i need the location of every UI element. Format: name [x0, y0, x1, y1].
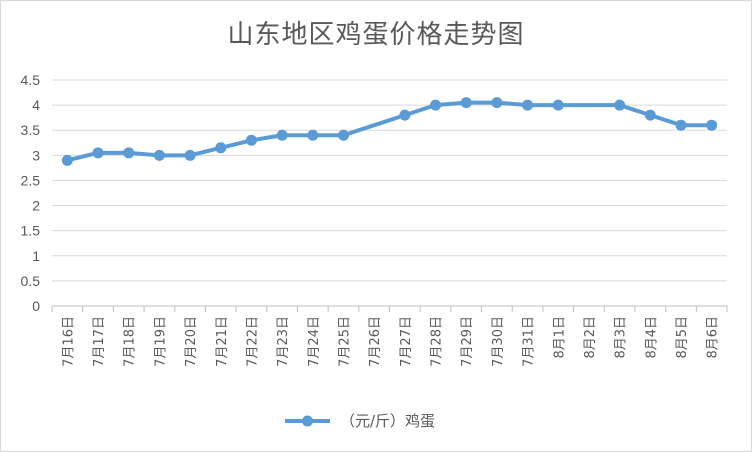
data-point — [61, 154, 73, 166]
data-point — [706, 119, 718, 131]
x-tick-label: 7月31日 — [522, 316, 537, 367]
x-tick-label: 8月4日 — [644, 316, 659, 359]
x-tick-label: 7月26日 — [368, 316, 383, 367]
y-tick-label: 2.5 — [21, 172, 41, 188]
data-point — [399, 109, 411, 121]
data-point — [614, 99, 626, 111]
data-point — [307, 129, 319, 141]
x-tick-label: 8月5日 — [675, 316, 690, 359]
data-point — [675, 119, 687, 131]
x-tick-label: 8月1日 — [552, 316, 567, 359]
x-tick-label: 7月22日 — [245, 316, 260, 367]
x-axis — [51, 305, 728, 312]
y-axis-ticks: 0 0.5 1 1.5 2 2.5 3 3.5 4 4.5 — [21, 72, 41, 314]
y-tick-label: 1.5 — [21, 223, 41, 239]
x-tick-label: 7月30日 — [491, 316, 506, 367]
legend: （元/斤）鸡蛋 — [285, 412, 435, 430]
x-tick-label: 7月21日 — [215, 316, 230, 367]
x-tick-label: 7月17日 — [92, 316, 107, 367]
data-point — [245, 134, 257, 146]
x-tick-label: 7月18日 — [123, 316, 138, 367]
x-tick-label: 7月27日 — [399, 316, 414, 367]
x-axis-ticks: 7月16日 7月17日 7月18日 7月19日 7月20日 7月21日 7月22日 7月23日… — [61, 316, 720, 367]
data-point — [522, 99, 534, 111]
x-tick-label: 7月16日 — [61, 316, 76, 367]
x-tick-label: 7月25日 — [337, 316, 352, 367]
data-point — [123, 147, 135, 159]
data-point — [215, 142, 227, 154]
y-tick-label: 4 — [32, 97, 40, 113]
x-tick-label: 7月28日 — [430, 316, 445, 367]
data-point — [460, 97, 472, 109]
x-tick-label: 8月3日 — [614, 316, 629, 359]
y-tick-label: 3.5 — [21, 122, 41, 138]
data-point — [153, 149, 165, 161]
x-tick-label: 7月24日 — [307, 316, 322, 367]
x-tick-label: 7月20日 — [184, 316, 199, 367]
x-tick-label: 7月23日 — [276, 316, 291, 367]
data-point — [491, 97, 503, 109]
legend-point-marker — [302, 415, 313, 427]
x-tick-label: 8月6日 — [706, 316, 721, 359]
data-point — [92, 147, 104, 159]
y-tick-label: 0.5 — [21, 273, 41, 289]
data-point — [644, 109, 656, 121]
data-point — [184, 149, 196, 161]
y-tick-label: 3 — [32, 147, 40, 163]
series-line — [66, 100, 712, 163]
data-point — [337, 129, 349, 141]
y-tick-label: 0 — [32, 298, 40, 314]
chart-title: 山东地区鸡蛋价格走势图 — [227, 20, 525, 50]
grid-lines — [52, 79, 727, 282]
data-point — [276, 129, 288, 141]
x-tick-label: 8月2日 — [583, 316, 598, 359]
legend-label: （元/斤）鸡蛋 — [340, 412, 435, 430]
y-tick-label: 2 — [32, 198, 40, 214]
y-tick-label: 1 — [32, 248, 40, 264]
data-point — [552, 99, 564, 111]
x-tick-label: 7月29日 — [460, 316, 475, 367]
y-tick-label: 4.5 — [21, 72, 41, 88]
x-tick-label: 7月19日 — [153, 316, 168, 367]
series-layer — [61, 97, 718, 166]
data-point — [430, 99, 442, 111]
